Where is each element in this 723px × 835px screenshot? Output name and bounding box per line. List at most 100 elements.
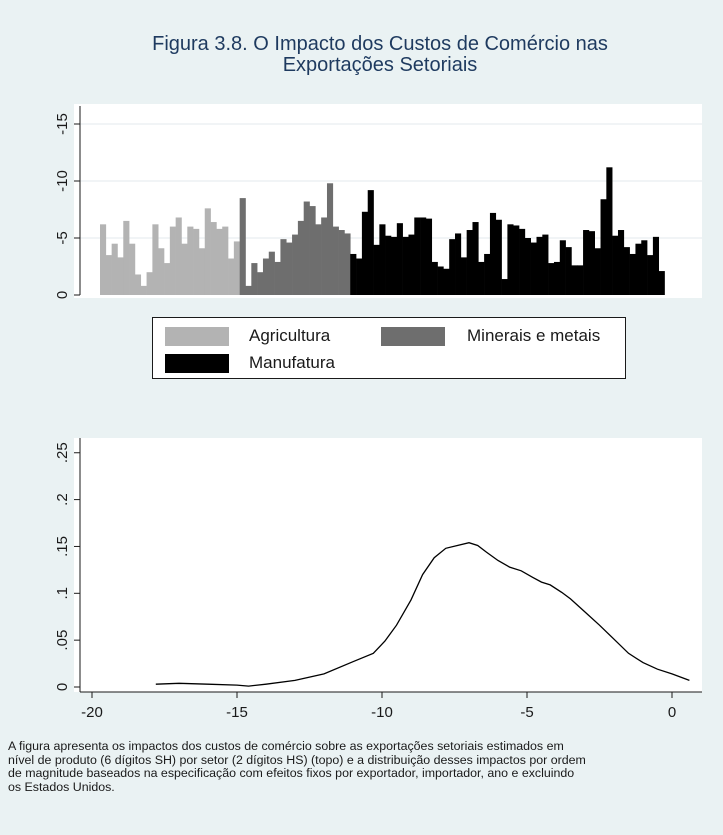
- bar: [495, 219, 502, 295]
- bar: [228, 258, 235, 295]
- bar: [443, 268, 450, 295]
- bar: [292, 234, 299, 295]
- bar: [344, 233, 351, 295]
- bar: [164, 263, 171, 295]
- bar: [356, 258, 363, 295]
- bar: [530, 242, 537, 295]
- bar: [198, 248, 206, 295]
- bar: [612, 235, 619, 295]
- bar: [175, 217, 182, 295]
- bar: [536, 236, 543, 295]
- bar-y-tick-label: -5: [54, 231, 71, 244]
- bar: [262, 258, 270, 295]
- bar: [437, 266, 444, 295]
- bar: [385, 235, 392, 295]
- bar: [571, 265, 578, 295]
- density-plot-area: [74, 438, 702, 692]
- bar: [181, 243, 188, 295]
- bar: [338, 230, 345, 295]
- bar: [489, 212, 497, 295]
- bar: [391, 236, 398, 295]
- bar: [332, 226, 339, 295]
- bar: [239, 198, 246, 295]
- bar: [222, 226, 229, 295]
- bar: [204, 208, 211, 295]
- bar: [478, 261, 485, 295]
- caption-line-1: A figura apresenta os impactos dos custo…: [8, 739, 564, 753]
- bar: [455, 233, 462, 295]
- bar: [111, 243, 118, 295]
- bar: [658, 271, 665, 295]
- legend-label-manufatura: Manufatura: [249, 353, 335, 372]
- bar: [414, 217, 421, 295]
- bar: [152, 224, 159, 295]
- bar: [105, 255, 112, 295]
- density-line: [155, 542, 690, 687]
- bar: [251, 263, 258, 295]
- bar: [425, 218, 433, 295]
- bar: [169, 226, 176, 295]
- legend-label-agricultura: Agricultura: [249, 326, 331, 345]
- legend-swatch-minerais: [381, 326, 445, 346]
- bar: [117, 257, 124, 295]
- bar: [606, 167, 613, 295]
- density-y-tick-label: .1: [54, 587, 71, 600]
- density-y-tick-label: .25: [54, 442, 71, 463]
- density-x-tick-label: -10: [371, 704, 393, 721]
- bar: [193, 228, 200, 295]
- bar: [309, 206, 316, 295]
- chart-legend: Agricultura Minerais e metais Manufatura: [152, 317, 626, 379]
- bar: [519, 228, 526, 295]
- bar: [629, 253, 636, 295]
- bar: [274, 261, 281, 295]
- bar: [460, 257, 467, 295]
- bar: [548, 263, 555, 295]
- bar: [472, 222, 479, 295]
- bar: [449, 239, 456, 295]
- bar: [280, 239, 287, 295]
- chart-title-line-1: Figura 3.8. O Impacto dos Custos de Comé…: [152, 33, 608, 55]
- bar: [524, 238, 531, 295]
- bar: [577, 265, 584, 295]
- bar: [233, 241, 240, 295]
- density-x-tick-label: 0: [668, 704, 676, 721]
- bar: [559, 240, 566, 295]
- bar: [303, 201, 310, 295]
- bar: [321, 217, 328, 295]
- bar: [123, 220, 130, 295]
- bar: [623, 247, 630, 295]
- bar: [100, 224, 107, 295]
- bar: [187, 226, 194, 295]
- bar: [268, 251, 275, 295]
- caption-line-4: os Estados Unidos.: [8, 779, 115, 794]
- bar: [431, 261, 438, 295]
- bar: [286, 242, 293, 295]
- bar: [513, 225, 520, 295]
- density-y-tick-label: .2: [54, 493, 71, 506]
- bar: [466, 230, 473, 295]
- bar: [146, 272, 153, 295]
- bar: [501, 279, 508, 295]
- density-x-tick-label: -20: [81, 704, 103, 721]
- bar: [379, 224, 386, 295]
- bar: [641, 240, 648, 295]
- bar: [367, 190, 374, 295]
- caption-line-3: de magnitude baseados na especificação c…: [8, 766, 575, 780]
- bar: [652, 236, 660, 295]
- bar: [245, 285, 252, 295]
- legend-label-minerais: Minerais e metais: [467, 326, 601, 345]
- bar: [565, 247, 572, 295]
- bar: [216, 228, 223, 295]
- bar-y-tick-label: -15: [54, 113, 71, 135]
- bar: [542, 234, 549, 295]
- bar: [600, 199, 607, 295]
- bar: [396, 223, 403, 295]
- density-y-tick-label: .15: [54, 536, 71, 557]
- bar: [315, 224, 322, 295]
- bar-y-tick-label: -10: [54, 170, 71, 192]
- bar: [402, 236, 409, 295]
- density-y-tick-label: .05: [54, 630, 71, 651]
- bar: [484, 253, 491, 295]
- bar: [647, 255, 654, 295]
- legend-item-agricultura: Agricultura: [165, 326, 330, 346]
